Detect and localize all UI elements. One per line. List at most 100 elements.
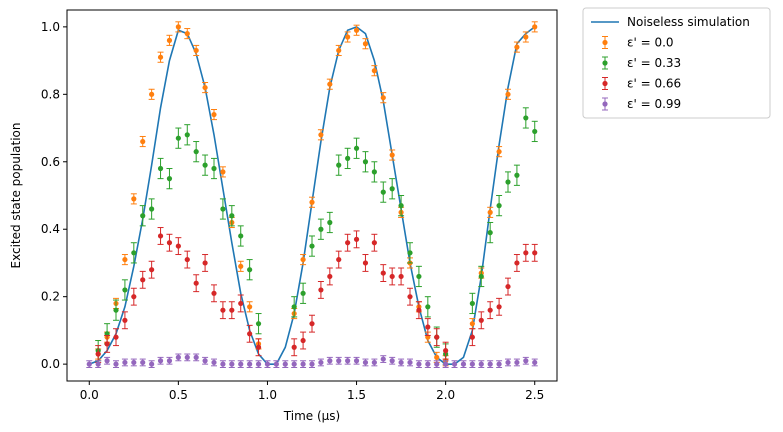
data-point — [398, 195, 405, 217]
data-point — [193, 353, 200, 362]
data-point — [487, 360, 494, 369]
data-point — [121, 358, 128, 367]
data-point — [478, 265, 485, 288]
data-point — [202, 82, 209, 94]
x-tick-label: 0.5 — [169, 388, 188, 402]
legend: Noiseless simulation ε' = 0.0 ε' = 0.33 ε' … — [582, 7, 771, 119]
data-point — [113, 328, 119, 347]
data-point — [300, 254, 307, 266]
series-layer — [86, 21, 538, 369]
data-point — [415, 265, 422, 288]
x-axis-label: Time (µs) — [283, 409, 340, 423]
data-point — [175, 21, 182, 33]
data-point — [139, 135, 146, 148]
data-point — [130, 358, 137, 367]
data-point — [130, 242, 137, 264]
data-point — [309, 314, 315, 333]
data-point — [487, 206, 494, 218]
data-point — [121, 254, 128, 266]
data-point — [478, 360, 485, 369]
data-point — [121, 311, 128, 330]
legend-label: ε' = 0.99 — [627, 97, 681, 111]
data-point — [184, 28, 191, 40]
data-point — [148, 360, 155, 369]
data-point — [139, 270, 146, 289]
data-point — [460, 360, 467, 369]
data-point — [193, 274, 200, 293]
data-point — [300, 331, 307, 350]
data-point — [255, 313, 262, 335]
data-point — [496, 360, 503, 369]
data-point — [309, 235, 315, 257]
y-tick-label: 0.0 — [41, 357, 60, 371]
data-point — [291, 360, 298, 369]
data-point — [389, 267, 396, 286]
data-point — [166, 356, 173, 365]
data-point — [505, 277, 511, 296]
data-point — [95, 345, 102, 363]
data-point — [531, 243, 538, 262]
data-point — [202, 356, 209, 365]
legend-entry: ε' = 0.66 — [602, 77, 681, 91]
data-point — [113, 299, 119, 321]
data-point — [469, 328, 476, 347]
data-point — [398, 358, 405, 367]
y-tick-label: 0.2 — [41, 290, 60, 304]
data-point — [389, 178, 396, 200]
data-point — [184, 250, 191, 269]
data-point — [531, 358, 538, 367]
data-point — [380, 92, 387, 104]
legend-entry: Noiseless simulation — [591, 15, 750, 29]
data-point — [104, 356, 111, 365]
data-point — [228, 205, 235, 227]
data-point — [130, 287, 137, 306]
x-tick-label: 0.0 — [80, 388, 99, 402]
data-point — [211, 108, 217, 121]
data-point — [166, 34, 173, 46]
data-point — [353, 230, 360, 249]
data-point — [326, 267, 333, 286]
data-point — [344, 31, 351, 43]
data-point — [344, 356, 351, 365]
data-point — [451, 360, 458, 369]
data-point — [522, 356, 529, 365]
data-point — [398, 267, 405, 286]
error-series-3 — [86, 353, 538, 369]
error-series-0 — [95, 21, 538, 367]
data-point — [505, 171, 511, 193]
data-point — [531, 21, 538, 33]
data-point — [353, 137, 360, 159]
data-point — [211, 358, 217, 367]
legend-entry: ε' = 0.0 — [602, 36, 674, 50]
data-point — [237, 360, 244, 369]
data-point — [415, 301, 422, 320]
data-point — [317, 281, 324, 299]
data-point — [211, 284, 217, 303]
data-point — [246, 301, 253, 313]
data-point — [219, 360, 226, 369]
data-point — [202, 254, 209, 272]
y-axis-label: Excited state population — [9, 123, 23, 269]
data-point — [487, 221, 494, 244]
data-point — [157, 356, 164, 365]
data-point — [469, 360, 476, 369]
data-point — [157, 51, 164, 63]
data-point — [246, 259, 253, 281]
data-point — [496, 195, 503, 217]
data-point — [389, 356, 396, 365]
data-point — [407, 358, 413, 367]
data-point — [505, 358, 511, 367]
data-point — [362, 151, 369, 173]
data-point — [513, 254, 520, 272]
data-point — [335, 250, 342, 269]
data-point — [219, 166, 226, 178]
data-point — [219, 198, 226, 220]
y-tick-label: 0.4 — [41, 222, 60, 236]
data-point — [291, 338, 298, 357]
x-axis: 0.0 0.5 1.0 1.5 2.0 2.5 — [80, 381, 544, 402]
y-tick-label: 1.0 — [41, 20, 60, 34]
data-point — [326, 78, 333, 90]
data-point — [300, 282, 307, 304]
data-point — [184, 124, 191, 146]
